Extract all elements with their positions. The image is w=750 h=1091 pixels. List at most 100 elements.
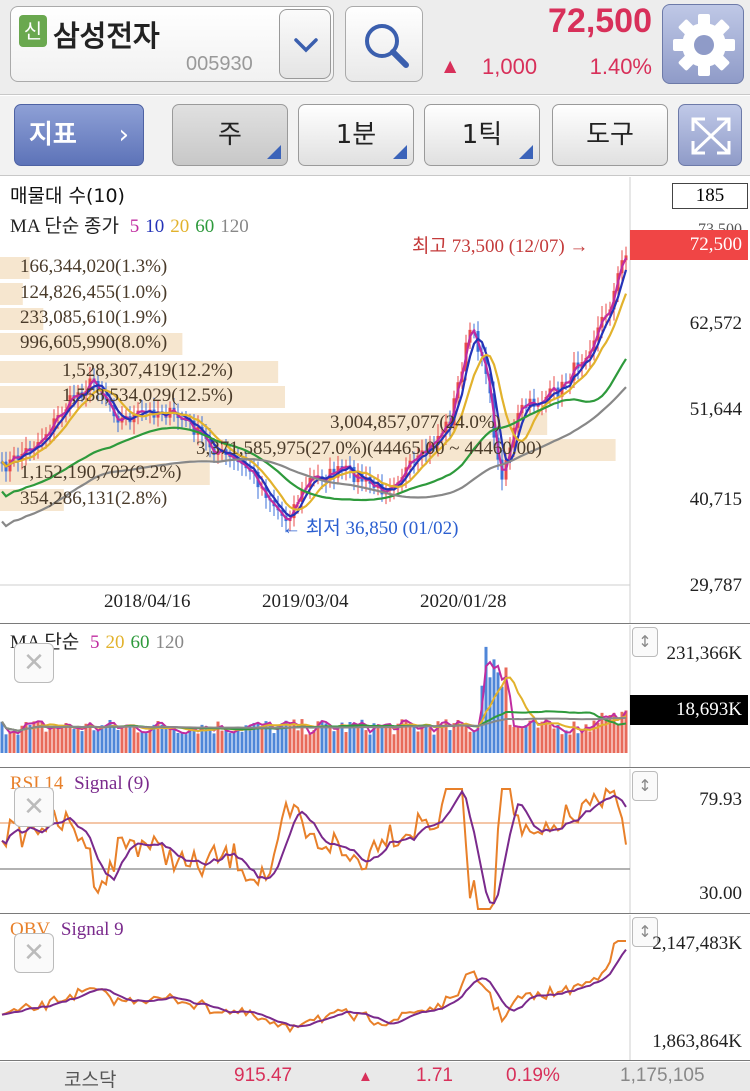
volume-bar bbox=[572, 721, 576, 753]
volume-bar bbox=[568, 734, 572, 753]
tools-button[interactable]: 도구 bbox=[552, 104, 668, 166]
stock-header: 신 삼성전자 005930 72,500 ▲ 1,000 1.40% bbox=[0, 0, 750, 95]
volume-bar bbox=[452, 723, 456, 753]
volume-legend-20: 20 bbox=[105, 632, 125, 653]
volume-bar bbox=[56, 728, 60, 753]
tools-label: 도구 bbox=[586, 120, 634, 150]
volume-bar bbox=[516, 726, 520, 753]
obv-chart-canvas[interactable] bbox=[0, 915, 750, 1061]
volume-bar bbox=[200, 724, 204, 753]
volume-ma-line bbox=[1, 660, 627, 736]
volume-bar bbox=[96, 730, 100, 753]
date-tick-label: 2018/04/16 bbox=[104, 591, 191, 612]
volume-bar bbox=[192, 728, 196, 753]
volume-bar bbox=[44, 731, 48, 753]
volume-bar bbox=[300, 719, 304, 753]
volume-bar bbox=[432, 734, 436, 753]
volume-legend-120: 120 bbox=[155, 632, 185, 653]
ma-line-120 bbox=[1, 386, 627, 528]
rsi-chart-panel[interactable]: RSI 14 Signal (9) ✕ ↕ 79.93 30.00 bbox=[0, 769, 750, 914]
volume-bar bbox=[608, 715, 612, 753]
period-minute-button[interactable]: 1분 bbox=[298, 104, 414, 166]
volume-bar bbox=[564, 730, 568, 753]
expand-icon bbox=[691, 117, 731, 155]
obv-chart-panel[interactable]: OBV Signal 9 ✕ ↕ 2,147,483K 1,863,864K bbox=[0, 915, 750, 1061]
chart-toolbar: 지표 › 주 1분 1틱 도구 bbox=[0, 96, 750, 176]
obv-upper-label: 2,147,483K bbox=[652, 933, 742, 954]
resize-volume-icon[interactable]: ↕ bbox=[632, 627, 658, 657]
price-chart-canvas[interactable] bbox=[0, 177, 750, 624]
volume-bar bbox=[496, 672, 500, 753]
price-chart-panel[interactable]: 166,344,020(1.3%) 124,826,455(1.0%) 233,08… bbox=[0, 177, 750, 624]
volume-top-label: 231,366K bbox=[666, 643, 742, 664]
close-obv-icon[interactable]: ✕ bbox=[14, 933, 54, 973]
market-up-icon: ▲ bbox=[358, 1068, 373, 1085]
search-button[interactable] bbox=[345, 6, 423, 82]
volume-bar bbox=[216, 721, 220, 753]
volume-bar bbox=[52, 727, 56, 753]
volume-bar bbox=[140, 731, 144, 753]
close-volume-icon[interactable]: ✕ bbox=[14, 643, 54, 683]
volume-bar bbox=[236, 728, 240, 753]
price-tick-label: 29,787 bbox=[689, 575, 742, 596]
market-ticker-bar[interactable]: 코스닥 915.47 ▲ 1.71 0.19% 1,175,105 bbox=[0, 1062, 750, 1091]
volume-bar bbox=[256, 722, 260, 753]
volume-bar bbox=[320, 720, 324, 753]
volume-bar bbox=[484, 646, 488, 753]
period-week-button[interactable]: 주 bbox=[172, 104, 288, 166]
indicator-label: 지표 bbox=[29, 120, 77, 150]
volume-bar bbox=[436, 721, 440, 753]
volume-bar bbox=[612, 712, 616, 753]
expand-button[interactable] bbox=[678, 104, 742, 166]
volume-bar bbox=[8, 731, 12, 753]
volume-bar bbox=[160, 724, 164, 753]
volume-bar bbox=[460, 725, 464, 753]
ma-line-20 bbox=[1, 293, 628, 511]
volume-bar bbox=[268, 724, 272, 753]
stock-code: 005930 bbox=[186, 53, 253, 75]
resize-rsi-icon[interactable]: ↕ bbox=[632, 771, 658, 801]
volume-bar bbox=[76, 727, 80, 753]
low-marker: ← 최저 36,850 (01/02) bbox=[282, 518, 459, 539]
volume-bar bbox=[156, 721, 160, 753]
resize-obv-icon[interactable]: ↕ bbox=[632, 917, 658, 947]
volume-ma-line bbox=[1, 676, 627, 732]
volume-legend-60: 60 bbox=[130, 632, 150, 653]
volume-bar bbox=[196, 733, 200, 753]
volume-bar bbox=[544, 719, 548, 753]
volume-bar bbox=[604, 720, 608, 753]
volume-bar bbox=[72, 728, 76, 753]
ma-legend-120: 120 bbox=[220, 216, 249, 237]
change-up-icon: ▲ bbox=[444, 56, 457, 75]
volume-bar bbox=[488, 677, 492, 753]
volume-chart-canvas[interactable] bbox=[0, 625, 750, 768]
volume-bar bbox=[524, 725, 528, 753]
top-value-box: 185 bbox=[672, 183, 748, 209]
stock-dropdown-button[interactable] bbox=[279, 9, 331, 79]
volume-bar bbox=[276, 725, 280, 753]
volume-bar bbox=[172, 728, 176, 753]
settings-button[interactable] bbox=[662, 4, 744, 84]
close-rsi-icon[interactable]: ✕ bbox=[14, 787, 54, 827]
volume-bar bbox=[540, 721, 544, 753]
volume-bar bbox=[228, 733, 232, 753]
volume-profile-label: 3,004,857,077(24.0%) bbox=[330, 412, 501, 433]
minute-label: 1분 bbox=[335, 120, 377, 150]
rsi-chart-canvas[interactable] bbox=[0, 769, 750, 914]
indicator-button[interactable]: 지표 › bbox=[14, 104, 144, 166]
market-percent: 0.19% bbox=[506, 1065, 560, 1086]
chevron-down-icon bbox=[294, 38, 318, 53]
volume-bar bbox=[164, 728, 168, 753]
volume-bar bbox=[24, 722, 28, 753]
ma-line-60 bbox=[1, 358, 627, 502]
volume-bar bbox=[248, 725, 252, 753]
volume-bar bbox=[144, 733, 148, 753]
high-marker: 최고 73,500 (12/07) → bbox=[412, 236, 589, 257]
volume-profile-bar bbox=[0, 413, 548, 435]
period-tick-button[interactable]: 1틱 bbox=[424, 104, 540, 166]
stock-selector[interactable]: 신 삼성전자 005930 bbox=[10, 6, 334, 82]
volume-bar bbox=[424, 725, 428, 753]
volume-current-tag: 18,693K bbox=[630, 695, 748, 725]
volume-bar bbox=[20, 725, 24, 753]
